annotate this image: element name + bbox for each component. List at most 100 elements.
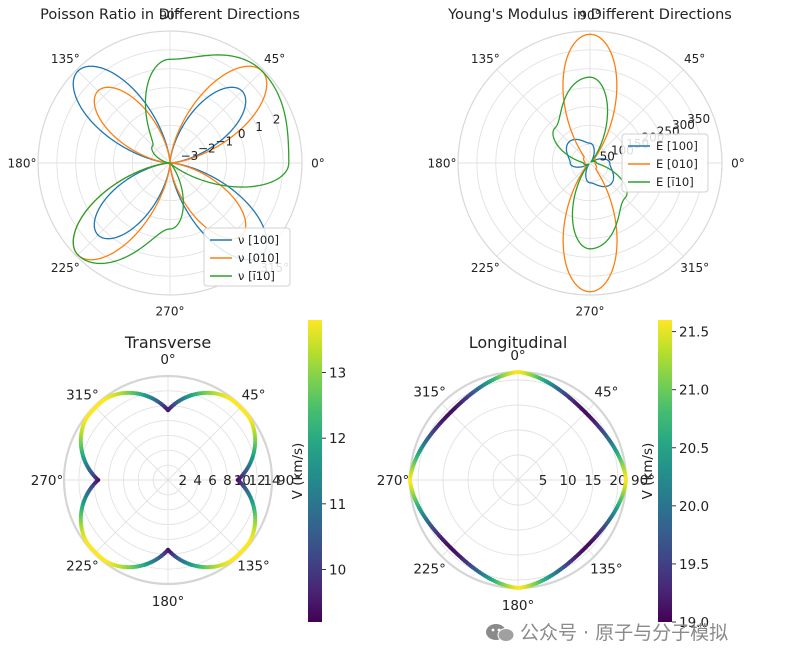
poisson-angle-tick: 90° bbox=[159, 9, 180, 23]
transverse-grid-spoke bbox=[94, 406, 169, 481]
transverse-angle-tick: 0° bbox=[160, 352, 175, 368]
longitudinal-colorbar-label: 21.5 bbox=[679, 325, 709, 341]
longitudinal-angle-tick: 90° bbox=[631, 473, 655, 489]
poisson-grid-spoke bbox=[76, 69, 171, 164]
poisson-angle-tick: 135° bbox=[51, 52, 80, 66]
longitudinal-grid-spoke bbox=[517, 403, 595, 481]
longitudinal-colorbar-label: 20.0 bbox=[679, 499, 709, 515]
longitudinal-radial-tick: 5 bbox=[539, 473, 548, 489]
young-series-1 bbox=[562, 33, 618, 293]
longitudinal-angle-tick: 135° bbox=[590, 561, 623, 577]
transverse-colorbar-label: 13 bbox=[329, 366, 346, 382]
poisson-legend-label: ν [100] bbox=[238, 233, 279, 247]
transverse-radial-tick: 14 bbox=[263, 473, 280, 489]
transverse-grid-spoke bbox=[167, 479, 242, 554]
poisson-angle-tick: 270° bbox=[156, 305, 185, 319]
young-frame bbox=[457, 30, 723, 296]
watermark-text: 公众号 · 原子与分子模拟 bbox=[520, 622, 728, 644]
poisson-frame bbox=[37, 30, 303, 296]
poisson-radial-tick: −1 bbox=[215, 134, 233, 148]
transverse-title: Transverse bbox=[124, 333, 211, 352]
young-grid-spoke bbox=[496, 162, 591, 257]
longitudinal-angle-tick: 45° bbox=[594, 385, 618, 401]
transverse-colorbar-label: 10 bbox=[329, 562, 346, 578]
transverse-grid-spoke bbox=[167, 406, 242, 481]
transverse-radial-tick: 2 bbox=[179, 473, 188, 489]
young-legend-label: E [010] bbox=[656, 157, 698, 171]
transverse-colorbar bbox=[308, 320, 322, 622]
transverse-grid-spoke bbox=[94, 479, 169, 554]
poisson-radial-tick: 2 bbox=[273, 113, 281, 127]
longitudinal-grid-spoke bbox=[517, 479, 595, 557]
young-angle-tick: 90° bbox=[579, 9, 600, 23]
transverse-radial-tick: 6 bbox=[208, 473, 217, 489]
transverse-angle-tick: 45° bbox=[242, 387, 266, 403]
transverse-angle-tick: 180° bbox=[152, 594, 185, 610]
longitudinal-radial-tick: 15 bbox=[584, 473, 601, 489]
transverse-angle-tick: 90° bbox=[277, 473, 301, 489]
longitudinal-radial-tick: 10 bbox=[559, 473, 576, 489]
poisson-grid-spoke bbox=[76, 162, 171, 257]
young-title: Young's Modulus in Different Directions bbox=[447, 7, 732, 23]
young-legend-label: E [ī10] bbox=[656, 175, 694, 189]
young-chart: Young's Modulus in Different Directions 0… bbox=[428, 7, 745, 319]
transverse-point bbox=[164, 406, 169, 411]
longitudinal-colorbar-label: 19.5 bbox=[679, 557, 709, 573]
transverse-radial-tick: 8 bbox=[223, 473, 232, 489]
poisson-radial-tick: −2 bbox=[198, 142, 216, 156]
longitudinal-angle-tick: 270° bbox=[377, 473, 410, 489]
poisson-radial-tick: −3 bbox=[181, 149, 199, 163]
longitudinal-angle-tick: 315° bbox=[413, 385, 446, 401]
longitudinal-grid-spoke bbox=[441, 479, 519, 557]
transverse-angle-tick: 270° bbox=[31, 473, 64, 489]
young-series-2 bbox=[552, 76, 628, 250]
poisson-series-2 bbox=[72, 54, 290, 265]
longitudinal-colorbar bbox=[658, 320, 672, 622]
transverse-colorbar-label: 11 bbox=[329, 497, 346, 513]
poisson-angle-tick: 0° bbox=[311, 157, 325, 171]
longitudinal-colorbar-label: 21.0 bbox=[679, 383, 709, 399]
longitudinal-grid-spoke bbox=[441, 403, 519, 481]
young-legend bbox=[621, 133, 709, 193]
young-legend-label: E [100] bbox=[656, 139, 698, 153]
poisson-angle-tick: 45° bbox=[264, 52, 285, 66]
young-angle-tick: 270° bbox=[576, 305, 605, 319]
poisson-grid-spoke bbox=[169, 69, 264, 164]
longitudinal-colorbar-label: 20.5 bbox=[679, 441, 709, 457]
young-radial-tick: 50 bbox=[600, 150, 615, 164]
poisson-legend-label: ν [ī10] bbox=[238, 269, 275, 283]
longitudinal-colorbar-title: V (km/s) bbox=[640, 443, 656, 500]
young-grid-spoke bbox=[589, 69, 684, 164]
poisson-legend-label: ν [010] bbox=[238, 251, 279, 265]
young-angle-tick: 45° bbox=[684, 52, 705, 66]
poisson-title: Poisson Ratio in Different Directions bbox=[40, 7, 300, 23]
longitudinal-angle-tick: 225° bbox=[413, 561, 446, 577]
transverse-colorbar-label: 12 bbox=[329, 431, 346, 447]
young-angle-tick: 315° bbox=[680, 261, 709, 275]
transverse-radial-tick: 4 bbox=[193, 473, 202, 489]
young-grid-spoke bbox=[589, 162, 684, 257]
transverse-colorbar-title: V (km/s) bbox=[290, 443, 306, 500]
transverse-radial-tick: 12 bbox=[249, 473, 266, 489]
longitudinal-angle-tick: 0° bbox=[510, 348, 525, 364]
young-angle-tick: 135° bbox=[471, 52, 500, 66]
young-radial-tick: 350 bbox=[687, 112, 710, 126]
young-grid-spoke bbox=[496, 69, 591, 164]
transverse-angle-tick: 225° bbox=[66, 559, 99, 575]
poisson-radial-tick: 1 bbox=[255, 120, 263, 134]
poisson-radial-tick: 0 bbox=[238, 127, 246, 141]
transverse-angle-tick: 135° bbox=[237, 559, 270, 575]
young-angle-tick: 225° bbox=[471, 261, 500, 275]
poisson-angle-tick: 180° bbox=[8, 157, 37, 171]
longitudinal-colorbar-label: 19.0 bbox=[679, 615, 709, 631]
poisson-angle-tick: 225° bbox=[51, 261, 80, 275]
watermark: 公众号 · 原子与分子模拟 bbox=[484, 620, 784, 646]
young-radial-tick: 300 bbox=[672, 118, 695, 132]
young-series-0 bbox=[565, 138, 615, 188]
transverse-angle-tick: 315° bbox=[66, 387, 99, 403]
poisson-legend bbox=[203, 227, 291, 287]
poisson-chart: Poisson Ratio in Different Directions 0° 4… bbox=[8, 7, 325, 319]
